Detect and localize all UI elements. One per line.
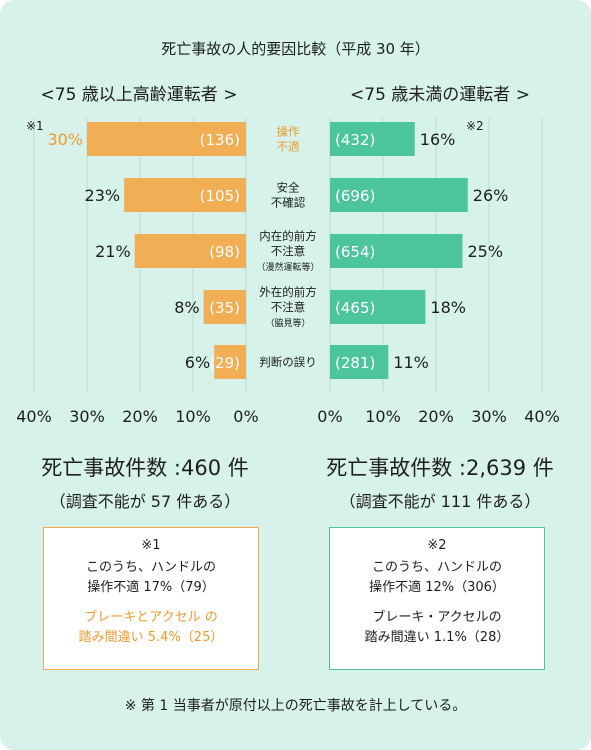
left-tick-label: 20% (122, 407, 158, 426)
right-bar-label: 26% (473, 186, 509, 205)
left-bar-count: (105) (200, 187, 240, 205)
chart-title: 死亡事故の人的要因比較（平成 30 年） (161, 40, 430, 58)
category-label: 不注意 (271, 300, 306, 314)
right-note-mark: ※2 (427, 538, 447, 553)
right-tick-label: 10% (365, 407, 401, 426)
left-bar-count: (29) (209, 354, 240, 372)
category-label: （脇見等） (265, 317, 310, 329)
left-bar-label: 30% (47, 130, 83, 149)
right-bar (330, 234, 463, 268)
left-bar-count: (35) (209, 299, 240, 317)
left-note-line3: ブレーキとアクセル の (84, 610, 218, 625)
left-bar-count: (136) (200, 131, 240, 149)
left-note-line2: 操作不適 17%（79） (87, 580, 215, 595)
left-bar-label: 6% (185, 353, 210, 372)
right-note-line4: 踏み間違い 1.1%（28） (364, 630, 510, 645)
right-note-line1: このうち、ハンドルの (371, 560, 502, 575)
category-label: 操作 (277, 125, 300, 139)
footnote: ※ 第 1 当事者が原付以上の死亡事故を計上している。 (124, 698, 467, 714)
right-bar (330, 122, 415, 156)
right-bar-count: (432) (335, 131, 375, 149)
left-bar (87, 122, 246, 156)
left-bar (134, 234, 246, 268)
right-total: 死亡事故件数 :2,639 件 （調査不能が 111 件ある） (310, 452, 570, 512)
category-label: 不確認 (271, 196, 306, 210)
right-tick-label: 30% (471, 407, 507, 426)
left-total-unknown: （調査不能が 57 件ある） (49, 492, 241, 511)
left-note-box: ※1 このうち、ハンドルの 操作不適 17%（79） ブレーキとアクセル の 踏… (43, 527, 259, 670)
right-bar-label: 18% (430, 298, 466, 317)
left-tick-label: 30% (69, 407, 105, 426)
category-label: 不注意 (271, 244, 306, 258)
category-label: 判断の誤り (259, 355, 317, 369)
left-total-count: 死亡事故件数 :460 件 (41, 456, 249, 480)
right-bar-count: (281) (335, 354, 375, 372)
left-total: 死亡事故件数 :460 件 （調査不能が 57 件ある） (25, 452, 265, 512)
right-total-unknown: （調査不能が 111 件ある） (339, 492, 541, 511)
left-bar-label: 21% (95, 242, 131, 261)
category-label: 安全 (277, 181, 300, 195)
category-label: （漫然運転等） (256, 261, 319, 273)
category-label: 内在的前方 (259, 229, 317, 243)
left-series-heading: <75 歳以上高齢運転者 > (40, 85, 238, 105)
left-tick-label: 10% (175, 407, 211, 426)
category-label: 不適 (277, 140, 300, 154)
right-tick-label: 40% (524, 407, 560, 426)
left-bar-label: 23% (85, 186, 121, 205)
right-tick-label: 20% (418, 407, 454, 426)
left-bar-label: 8% (174, 298, 199, 317)
left-note-marker: ※1 (26, 119, 44, 133)
right-bar-label: 16% (420, 130, 456, 149)
right-note-box: ※2 このうち、ハンドルの 操作不適 12%（306） ブレーキ・アクセルの 踏… (329, 527, 545, 670)
right-note-line3: ブレーキ・アクセルの (372, 610, 502, 625)
left-note-line4: 踏み間違い 5.4%（25） (78, 630, 224, 645)
right-bar-label: 11% (393, 353, 429, 372)
butterfly-bar-chart: (136) 30% (432) 16% 操作不適 (105) 23% (696) 26% 安全不確… (16, 118, 560, 426)
right-bar-count: (465) (335, 299, 375, 317)
left-note-mark: ※1 (141, 538, 161, 553)
right-bar (330, 290, 426, 324)
right-tick-label: 0% (317, 407, 342, 426)
right-bar (330, 178, 468, 212)
right-bar (330, 345, 389, 379)
left-note-line1: このうち、ハンドルの (85, 560, 216, 575)
category-label: 外在的前方 (259, 285, 317, 299)
left-tick-label: 40% (16, 407, 52, 426)
left-bar (124, 178, 246, 212)
right-total-count: 死亡事故件数 :2,639 件 (326, 456, 554, 480)
right-note-line2: 操作不適 12%（306） (369, 580, 505, 595)
right-bar-count: (654) (335, 243, 375, 261)
right-bar-label: 25% (468, 242, 504, 261)
left-tick-label: 0% (233, 407, 258, 426)
left-bar (203, 290, 246, 324)
left-bar (214, 345, 246, 379)
right-bar-count: (696) (335, 187, 375, 205)
right-series-heading: <75 歳未満の運転者 > (350, 85, 530, 105)
right-note-marker: ※2 (466, 119, 484, 133)
left-bar-count: (98) (209, 243, 240, 261)
